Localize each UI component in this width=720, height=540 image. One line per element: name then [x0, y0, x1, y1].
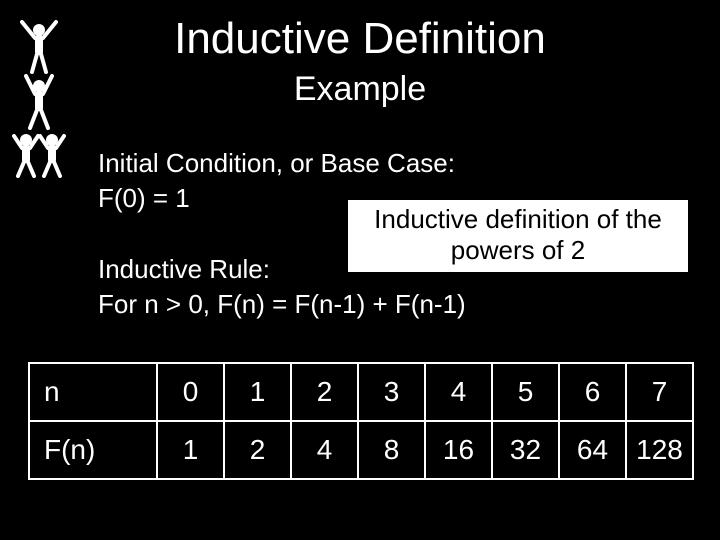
- table-cell: 2: [224, 421, 291, 479]
- row-label-fn: F(n): [29, 421, 157, 479]
- table-row: n 0 1 2 3 4 5 6 7: [29, 363, 693, 421]
- table-cell: 1: [157, 421, 224, 479]
- table-cell: 3: [358, 363, 425, 421]
- base-case-label: Initial Condition, or Base Case:: [98, 146, 678, 181]
- table-cell: 64: [559, 421, 626, 479]
- cheerleader-pyramid-icon: [8, 18, 70, 178]
- table-cell: 1: [224, 363, 291, 421]
- values-table: n 0 1 2 3 4 5 6 7 F(n) 1 2 4 8 16 32 64 …: [28, 362, 692, 480]
- table-cell: 8: [358, 421, 425, 479]
- table-cell: 16: [425, 421, 492, 479]
- slide-title: Inductive Definition: [0, 0, 720, 64]
- row-label-n: n: [29, 363, 157, 421]
- callout-box: Inductive definition of the powers of 2: [348, 200, 688, 272]
- table-cell: 4: [291, 421, 358, 479]
- table-cell: 128: [626, 421, 693, 479]
- table-cell: 0: [157, 363, 224, 421]
- table-cell: 7: [626, 363, 693, 421]
- rule-value: For n > 0, F(n) = F(n-1) + F(n-1): [98, 287, 678, 322]
- table-cell: 32: [492, 421, 559, 479]
- callout-line-1: Inductive definition of the: [374, 204, 662, 234]
- table-row: F(n) 1 2 4 8 16 32 64 128: [29, 421, 693, 479]
- table-cell: 4: [425, 363, 492, 421]
- table-cell: 2: [291, 363, 358, 421]
- content-block: Initial Condition, or Base Case: F(0) = …: [98, 146, 678, 322]
- slide-subtitle: Example: [0, 64, 720, 109]
- table-cell: 5: [492, 363, 559, 421]
- callout-line-2: powers of 2: [451, 235, 585, 265]
- table-cell: 6: [559, 363, 626, 421]
